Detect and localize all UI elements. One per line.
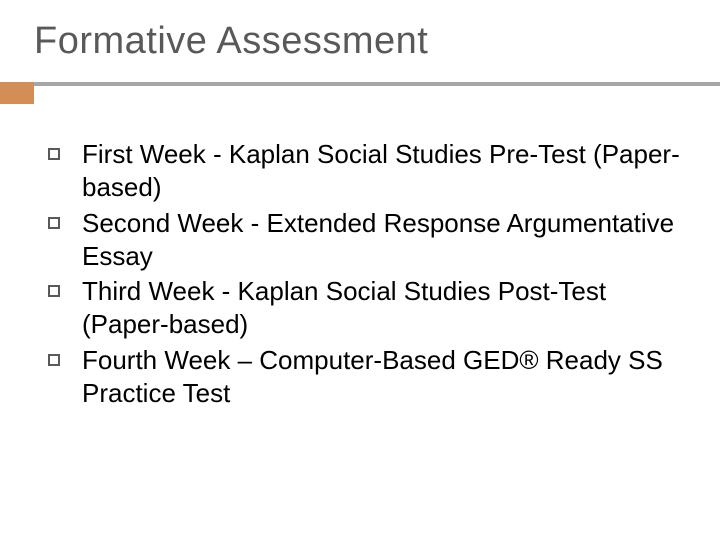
list-item: Fourth Week – Computer-Based GED® Ready … [48, 344, 680, 411]
bullet-icon [48, 285, 60, 297]
accent-block [0, 82, 34, 104]
slide: Formative Assessment First Week - Kaplan… [0, 0, 720, 540]
bullet-icon [48, 148, 60, 160]
bullet-text: Second Week - Extended Response Argument… [82, 207, 680, 274]
bullet-text: Fourth Week – Computer-Based GED® Ready … [82, 344, 680, 411]
title-divider [0, 82, 720, 86]
list-item: Second Week - Extended Response Argument… [48, 207, 680, 274]
bullet-icon [48, 354, 60, 366]
list-item: Third Week - Kaplan Social Studies Post-… [48, 275, 680, 342]
bullet-icon [48, 217, 60, 229]
bullet-list: First Week - Kaplan Social Studies Pre-T… [48, 138, 680, 412]
bullet-text: First Week - Kaplan Social Studies Pre-T… [82, 138, 680, 205]
list-item: First Week - Kaplan Social Studies Pre-T… [48, 138, 680, 205]
bullet-text: Third Week - Kaplan Social Studies Post-… [82, 275, 680, 342]
slide-title: Formative Assessment [34, 20, 428, 63]
